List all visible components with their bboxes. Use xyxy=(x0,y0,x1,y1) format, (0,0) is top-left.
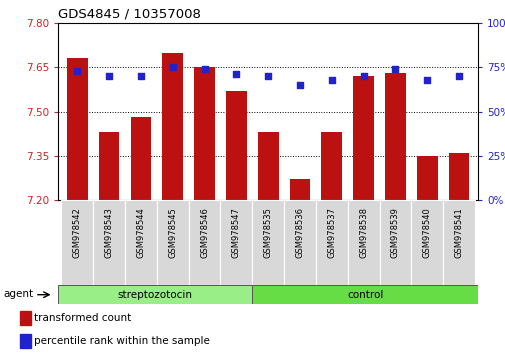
Bar xyxy=(157,200,188,285)
Bar xyxy=(226,91,246,200)
Text: GSM978535: GSM978535 xyxy=(263,207,272,258)
Text: GDS4845 / 10357008: GDS4845 / 10357008 xyxy=(58,7,200,21)
Bar xyxy=(98,132,119,200)
Bar xyxy=(58,285,251,304)
Bar xyxy=(162,52,183,200)
Bar xyxy=(194,67,215,200)
Point xyxy=(136,73,144,79)
Bar xyxy=(67,58,87,200)
Text: GSM978543: GSM978543 xyxy=(105,207,113,258)
Bar xyxy=(251,285,477,304)
Text: GSM978539: GSM978539 xyxy=(390,207,399,258)
Bar xyxy=(252,200,283,285)
Bar xyxy=(416,156,437,200)
Text: GSM978542: GSM978542 xyxy=(73,207,82,258)
Bar xyxy=(448,153,469,200)
Text: GSM978536: GSM978536 xyxy=(295,207,304,258)
Text: GSM978537: GSM978537 xyxy=(327,207,336,258)
Point xyxy=(73,68,81,74)
Point xyxy=(391,66,399,72)
Text: GSM978544: GSM978544 xyxy=(136,207,145,258)
Bar xyxy=(125,200,157,285)
Text: GSM978538: GSM978538 xyxy=(359,207,368,258)
Bar xyxy=(20,312,30,325)
Point xyxy=(232,72,240,77)
Point xyxy=(264,73,272,79)
Bar xyxy=(20,334,30,348)
Point xyxy=(359,73,367,79)
Text: GSM978541: GSM978541 xyxy=(453,207,463,258)
Bar xyxy=(411,200,442,285)
Text: control: control xyxy=(346,290,382,300)
Point xyxy=(327,77,335,82)
Bar xyxy=(289,179,310,200)
Bar xyxy=(283,200,315,285)
Text: GSM978546: GSM978546 xyxy=(199,207,209,258)
Bar xyxy=(220,200,252,285)
Text: streptozotocin: streptozotocin xyxy=(117,290,192,300)
Bar xyxy=(315,200,347,285)
Bar xyxy=(442,200,474,285)
Bar xyxy=(384,73,405,200)
Bar xyxy=(188,200,220,285)
Text: percentile rank within the sample: percentile rank within the sample xyxy=(34,336,210,346)
Bar xyxy=(379,200,411,285)
Bar xyxy=(321,132,341,200)
Point xyxy=(422,77,430,82)
Bar xyxy=(347,200,379,285)
Text: agent: agent xyxy=(3,289,33,299)
Bar xyxy=(93,200,125,285)
Text: transformed count: transformed count xyxy=(34,313,131,323)
Bar xyxy=(130,118,151,200)
Point xyxy=(295,82,304,88)
Point xyxy=(454,73,462,79)
Bar xyxy=(258,132,278,200)
Text: GSM978545: GSM978545 xyxy=(168,207,177,258)
Point xyxy=(168,64,176,70)
Text: GSM978540: GSM978540 xyxy=(422,207,431,258)
Text: GSM978547: GSM978547 xyxy=(231,207,240,258)
Bar xyxy=(61,200,93,285)
Point xyxy=(105,73,113,79)
Point xyxy=(200,66,208,72)
Bar xyxy=(352,76,373,200)
